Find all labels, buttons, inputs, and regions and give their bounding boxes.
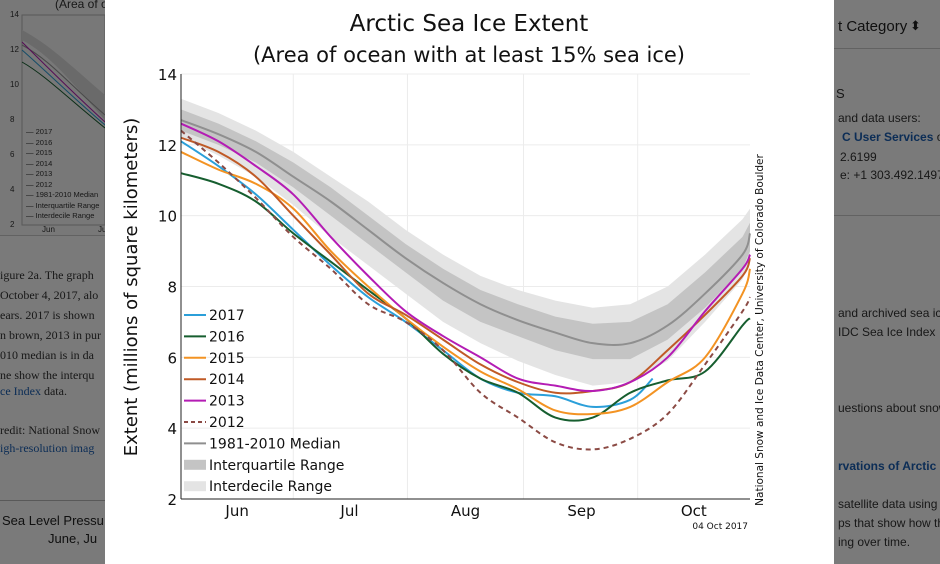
background-left-column: (Area of o 14 12 10 8 6 4 2 — 2017— 2016— 2015… <box>0 0 105 564</box>
description-line: satellite data using <box>838 497 938 511</box>
legend: 2017 2016 2015 2014 2013 2012 1981-2010 Median… <box>184 308 344 495</box>
sort-arrows-icon: ⬍ <box>910 18 921 33</box>
interdecile-band <box>181 98 750 386</box>
caption-line: October 4, 2017, alo <box>0 288 99 302</box>
background-right-column: t Category ⬍ S and data users: C User Se… <box>834 0 940 564</box>
description-line: ing over time. <box>838 535 911 549</box>
thumbnail-legend-item: — 2014 <box>26 158 53 168</box>
thumbnail-legend-item: — 2016 <box>26 137 53 147</box>
x-tick-label: Oct <box>681 502 707 520</box>
sea-ice-index-line: ce Index data. <box>0 384 67 399</box>
chart-lightbox: Arctic Sea Ice Extent (Area of ocean wit… <box>105 0 834 564</box>
caption-line: ne show the interqu <box>0 368 95 382</box>
divider <box>834 48 940 49</box>
sea-ice-index-link[interactable]: ce Index <box>0 384 41 398</box>
y-tick-label: 8 <box>167 279 177 297</box>
legend-swatch-interquartile-range <box>184 459 206 470</box>
thumbnail-legend-item: — 2015 <box>26 148 53 157</box>
y-tick-label: 6 <box>167 349 177 367</box>
thumbnail-legend-item: — 2013 <box>26 169 53 178</box>
date-stamp: 04 Oct 2017 <box>692 522 748 532</box>
interquartile-band <box>181 109 750 360</box>
y-axis-label: Extent (millions of square kilometers) <box>121 118 142 457</box>
caption-line: 010 median is in da <box>0 348 94 362</box>
user-services-line: C User Services or <box>842 130 940 144</box>
next-figure-title: Sea Level Pressu <box>2 513 104 528</box>
phone-line: 2.6199 <box>840 150 877 164</box>
thumbnail-legend-item: — 1981-2010 Median <box>26 190 99 199</box>
sea-ice-index-suffix: data. <box>40 384 67 398</box>
x-tick-label: Jul <box>339 502 358 520</box>
x-tick-label: Sep <box>567 502 595 520</box>
divider <box>834 215 940 216</box>
questions-line: uestions about snow <box>838 401 940 415</box>
thumbnail-legend-item: — 2017 <box>26 127 53 136</box>
series-line-2015 <box>180 151 751 416</box>
legend-label: 2014 <box>209 372 245 388</box>
legend-label: Interdecile Range <box>209 479 332 495</box>
legend-label: 1981-2010 Median <box>209 436 341 452</box>
x-tick-label: Jun <box>224 502 248 520</box>
y-tick-label: 10 <box>158 208 177 226</box>
thumbnail-legend-item: — 2012 <box>26 179 53 189</box>
description-line: ps that show how the <box>838 516 940 530</box>
median-line <box>180 119 751 346</box>
observations-link[interactable]: rvations of Arctic <box>838 459 937 473</box>
series-line-2012 <box>180 129 751 451</box>
section-letter: S <box>836 86 845 101</box>
x-tick-label: Aug <box>451 502 480 520</box>
caption-line: igure 2a. The graph <box>0 268 94 282</box>
caption-line: ears. 2017 is shown <box>0 308 95 322</box>
series-line-2016 <box>180 172 751 422</box>
y-tick-label: 12 <box>158 137 177 155</box>
user-services-suffix: or <box>933 130 940 144</box>
thumbnail-xtick-jun: Jun <box>42 225 55 234</box>
y-tick-label: 4 <box>167 420 177 438</box>
high-resolution-image-link[interactable]: igh-resolution imag <box>0 441 95 455</box>
divider <box>0 500 105 501</box>
thumbnail-legend-item: — Interdecile Range <box>26 211 95 220</box>
next-figure-subtitle: June, Ju <box>48 531 98 546</box>
thumbnail-chart[interactable]: (Area of o 14 12 10 8 6 4 2 — 2017— 2016— 2015… <box>0 0 105 236</box>
user-services-link[interactable]: C User Services <box>842 130 934 144</box>
legend-label: 2012 <box>209 415 245 431</box>
legend-label: 2017 <box>209 308 245 324</box>
sea-ice-index-line: IDC Sea Ice Index <box>838 325 936 339</box>
thumbnail-legend-item: — Interquartile Range <box>26 200 100 210</box>
legend-label: Interquartile Range <box>209 458 344 474</box>
category-select-label: t Category <box>838 18 908 35</box>
phone-line: e: +1 303.492.1497 <box>840 168 940 182</box>
legend-label: 2013 <box>209 394 245 410</box>
archived-line: and archived sea ic <box>838 306 940 320</box>
y-tick-label: 14 <box>158 66 177 84</box>
contact-line: and data users: <box>838 111 921 125</box>
caption-credit: redit: National Snow <box>0 423 100 437</box>
series-line-2013 <box>180 122 751 393</box>
sea-ice-chart: Arctic Sea Ice Extent (Area of ocean wit… <box>121 11 766 532</box>
y-tick-label: 2 <box>167 491 177 509</box>
caption-line: n brown, 2013 in pur <box>0 328 101 342</box>
category-select[interactable]: t Category ⬍ <box>834 10 940 44</box>
legend-label: 2015 <box>209 351 245 367</box>
chart-title: Arctic Sea Ice Extent <box>350 11 589 37</box>
thumbnail-xtick-jul: Ju <box>98 225 105 234</box>
chart-subtitle: (Area of ocean with at least 15% sea ice… <box>253 43 685 67</box>
data-credit: National Snow and Ice Data Center, Unive… <box>754 154 766 506</box>
series-line-2014 <box>180 136 751 395</box>
legend-swatch-interdecile-range <box>184 481 206 492</box>
legend-label: 2016 <box>209 329 245 345</box>
